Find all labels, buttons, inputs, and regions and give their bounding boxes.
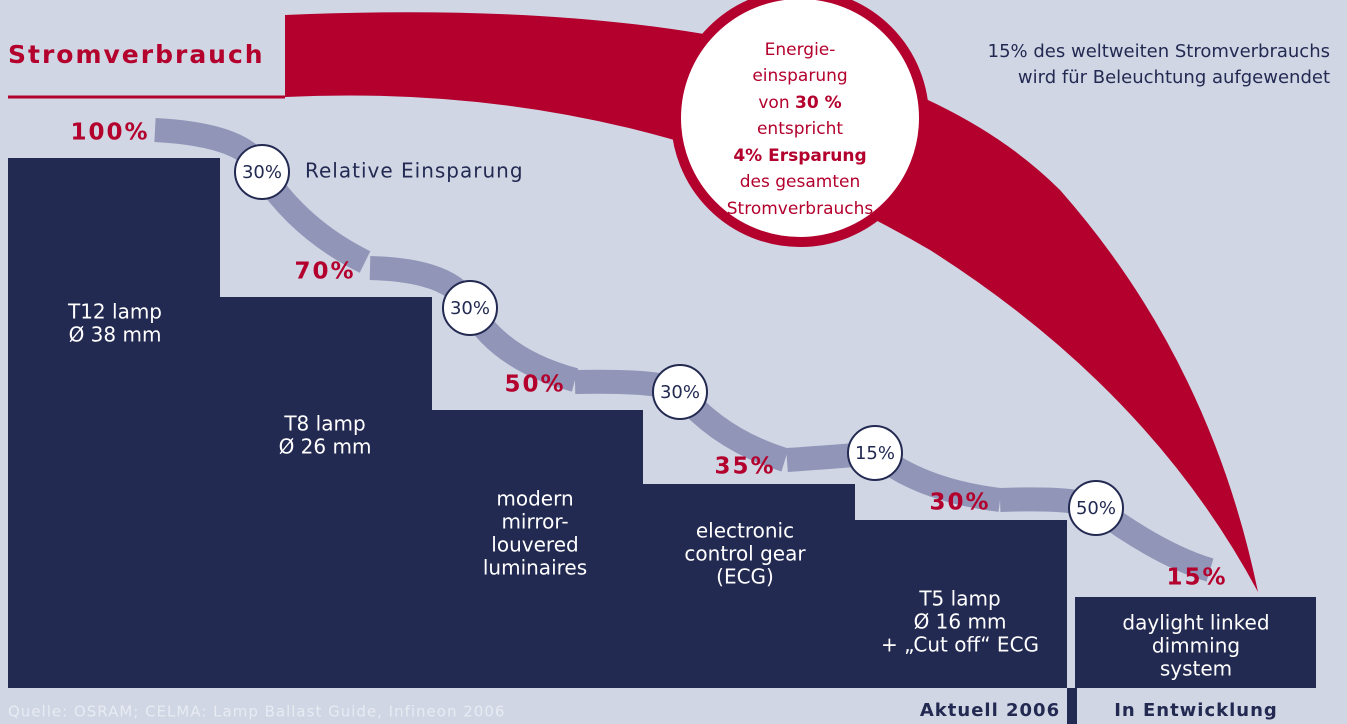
note: 15% des weltweiten Stromverbrauchs [988, 41, 1330, 62]
step-percent: 100% [70, 120, 149, 146]
step-label: T8 lamp [283, 412, 365, 436]
red-arc [285, 12, 1258, 592]
step-percent: 35% [714, 454, 775, 480]
callout-line: entspricht [757, 119, 843, 139]
step-label: daylight linked [1122, 611, 1269, 635]
step [641, 484, 855, 688]
step [8, 158, 220, 688]
saving-circle [234, 144, 290, 200]
step-label: luminaires [483, 556, 587, 580]
saving-label: 50% [1076, 498, 1116, 519]
step-percent: 15% [1166, 565, 1227, 591]
separator [1067, 688, 1077, 724]
step-label: dimming [1152, 634, 1240, 658]
callout-line: von 30 % [758, 93, 841, 113]
saving-label: 30% [660, 382, 700, 403]
step-label: Ø 38 mm [69, 323, 162, 347]
callout-text: von [758, 93, 795, 113]
step-label: T12 lamp [67, 300, 162, 324]
saving-label: 30% [450, 298, 490, 319]
step-label: modern [496, 487, 573, 511]
source: Quelle: OSRAM; CELMA: Lamp Ballast Guide… [8, 703, 505, 721]
saving-label: 30% [242, 162, 282, 183]
step-percent: 30% [929, 490, 990, 516]
steps [8, 158, 1316, 688]
callout-line: 4% Ersparung [733, 146, 866, 166]
step-label: electronic [696, 519, 794, 543]
step-label: control gear [684, 542, 806, 566]
footer-label: In Entwicklung [1114, 700, 1278, 721]
step [218, 297, 432, 688]
step-label: system [1160, 657, 1232, 681]
callout-line: Stromverbrauchs [727, 199, 874, 219]
saving-circle [1068, 480, 1124, 536]
step-label: + „Cut off“ ECG [881, 633, 1039, 657]
callout-line: des gesamten [740, 172, 861, 192]
step-percent: 50% [504, 372, 565, 398]
saving-label: 15% [855, 443, 895, 464]
saving-circle [652, 364, 708, 420]
callout-bold: 30 % [795, 93, 842, 113]
step-label: Ø 26 mm [279, 435, 372, 459]
step-label: mirror- [501, 510, 568, 534]
callout-circle [671, 0, 929, 247]
saving-circle [442, 280, 498, 336]
step-percent: 70% [294, 259, 355, 285]
step-label: (ECG) [716, 565, 774, 589]
step-label: T5 lamp [918, 587, 1000, 611]
title: Stromverbrauch [8, 40, 265, 69]
step [430, 410, 643, 688]
step-label: Ø 16 mm [914, 610, 1007, 634]
footer-label: Aktuell 2006 [920, 700, 1060, 721]
saving-circle [847, 425, 903, 481]
note: wird für Beleuchtung aufgewendet [1018, 67, 1330, 88]
relative-label: Relative Einsparung [305, 159, 524, 183]
step [1075, 597, 1316, 688]
callout-line: einsparung [752, 66, 847, 86]
step [853, 520, 1067, 688]
step-label: louvered [491, 533, 578, 557]
callout-line: Energie- [765, 40, 836, 60]
